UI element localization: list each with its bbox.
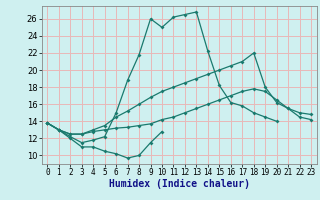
X-axis label: Humidex (Indice chaleur): Humidex (Indice chaleur) (109, 179, 250, 189)
